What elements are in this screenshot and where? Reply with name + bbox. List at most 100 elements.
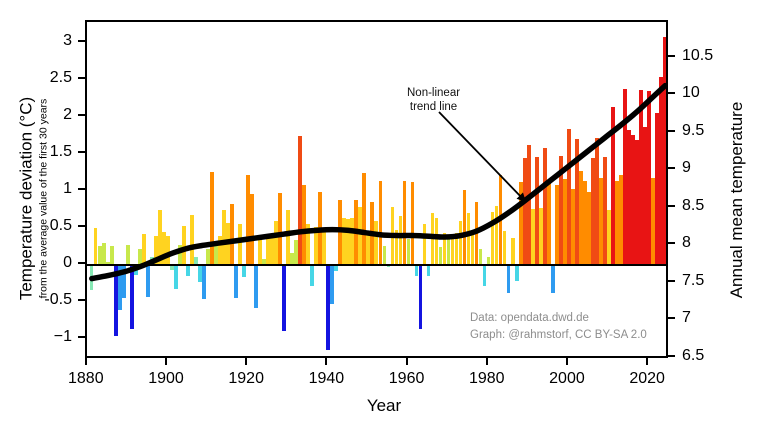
bar-2007 bbox=[595, 138, 599, 266]
y-label-right-10: 10 bbox=[682, 84, 700, 102]
bar-1968 bbox=[438, 246, 443, 266]
bar-1994 bbox=[542, 147, 547, 266]
bar-1969 bbox=[442, 232, 447, 266]
bar-2015 bbox=[627, 130, 631, 266]
bar-1925 bbox=[266, 235, 270, 266]
bar-1999 bbox=[562, 179, 567, 266]
bar-2011 bbox=[611, 107, 615, 266]
x-tick-1980 bbox=[485, 358, 488, 365]
bar-1967 bbox=[434, 217, 439, 266]
plot-area bbox=[85, 20, 668, 358]
bar-1986 bbox=[510, 237, 515, 266]
y-axis-right-ticks: 6.5 7 7.5 8 8.5 9 9.5 10 10.5 bbox=[668, 0, 726, 432]
bar-1962 bbox=[414, 265, 419, 276]
y-axis-right-title: Annual mean temperature bbox=[727, 101, 746, 299]
bar-1973 bbox=[458, 221, 463, 266]
y-label-left--0.5: -0.5 bbox=[44, 291, 72, 309]
bar-1945 bbox=[346, 219, 351, 266]
y-tick-left-3 bbox=[78, 39, 85, 42]
bar-1934 bbox=[302, 185, 306, 266]
y-label-right-8: 8 bbox=[682, 234, 691, 252]
bar-1897 bbox=[153, 235, 158, 266]
bar-1931 bbox=[290, 253, 294, 266]
bar-1952 bbox=[374, 220, 379, 266]
bar-1933 bbox=[298, 136, 302, 266]
bar-1987 bbox=[514, 265, 519, 281]
x-label-1920: 1920 bbox=[228, 370, 264, 387]
bar-2019 bbox=[643, 127, 647, 266]
bar-1961 bbox=[410, 182, 415, 266]
bar-1975 bbox=[466, 213, 471, 266]
bar-1980 bbox=[486, 257, 491, 266]
y-tick-right-6.5 bbox=[668, 355, 675, 357]
y-label-left-1.5: 1.5 bbox=[49, 142, 72, 160]
bar-2023 bbox=[659, 77, 663, 266]
trend-line-layer bbox=[87, 22, 666, 356]
x-tick-1920 bbox=[245, 358, 248, 365]
y-axis-left-title-main: Temperature deviation (°C) bbox=[16, 96, 36, 301]
y-label-left-−1: −1 bbox=[53, 328, 72, 346]
bar-2012 bbox=[615, 181, 619, 266]
bar-2003 bbox=[578, 170, 583, 266]
bar-1927 bbox=[274, 220, 278, 266]
y-label-right-6.5: 6.5 bbox=[682, 347, 705, 364]
bar-1982 bbox=[494, 205, 499, 266]
trend-line-svg bbox=[89, 82, 666, 282]
x-tick-1900 bbox=[164, 358, 167, 365]
bar-2006 bbox=[591, 157, 595, 266]
bar-1898 bbox=[157, 209, 162, 266]
bar-1970 bbox=[446, 237, 451, 266]
y-label-left-0.5: 0.5 bbox=[49, 217, 72, 235]
bar-1905 bbox=[186, 265, 190, 276]
y-tick-left-−1 bbox=[78, 336, 85, 339]
bar-1957 bbox=[394, 230, 399, 266]
trend-line-annotation: Non-linear trend line bbox=[407, 86, 460, 115]
bar-1891 bbox=[129, 265, 134, 330]
bar-1944 bbox=[342, 217, 347, 266]
annotation-line-2: trend line bbox=[409, 101, 458, 114]
x-axis-title: Year bbox=[366, 396, 402, 415]
bar-1912 bbox=[214, 244, 218, 266]
bar-1885 bbox=[105, 261, 110, 266]
bar-1884 bbox=[101, 242, 106, 266]
bar-1976 bbox=[470, 230, 475, 266]
bar-1991 bbox=[530, 208, 535, 266]
bar-1886 bbox=[109, 245, 114, 266]
y-tick-right-8 bbox=[668, 242, 675, 245]
bar-1920 bbox=[246, 175, 250, 266]
y-tick-right-10 bbox=[668, 92, 675, 95]
bar-1940 bbox=[326, 265, 331, 350]
bar-1902 bbox=[174, 265, 178, 289]
bar-1996 bbox=[550, 265, 555, 294]
bar-1993 bbox=[538, 208, 543, 266]
y-tick-left-1 bbox=[78, 188, 85, 190]
bar-1971 bbox=[450, 236, 455, 266]
x-label-1960: 1960 bbox=[388, 370, 425, 387]
bar-1917 bbox=[234, 265, 238, 298]
y-tick-right-7 bbox=[668, 317, 675, 320]
bar-1979 bbox=[482, 265, 487, 286]
bar-1899 bbox=[161, 231, 166, 266]
y-tick-left-2.5 bbox=[78, 76, 85, 79]
bar-1913 bbox=[218, 235, 222, 266]
bar-1936 bbox=[310, 265, 315, 286]
y-tick-left-0 bbox=[78, 262, 85, 265]
bar-1939 bbox=[322, 229, 327, 266]
bar-1998 bbox=[558, 156, 563, 266]
bar-1992 bbox=[534, 156, 539, 266]
trend-line-path bbox=[89, 82, 666, 282]
bar-1924 bbox=[262, 258, 266, 266]
y-label-right-10.5: 10.5 bbox=[682, 46, 714, 64]
bar-1909 bbox=[202, 265, 206, 299]
bar-1995 bbox=[546, 182, 551, 266]
y-label-left-0: 0 bbox=[63, 254, 72, 272]
x-tick-2000 bbox=[565, 358, 568, 365]
bar-1942 bbox=[334, 265, 339, 272]
bar-1937 bbox=[314, 226, 319, 266]
bar-1916 bbox=[230, 204, 234, 266]
bar-2020 bbox=[647, 90, 651, 266]
bar-2005 bbox=[587, 192, 591, 266]
bar-1997 bbox=[554, 185, 559, 266]
y-axis-left-title-sub: from the average value of the first 30 y… bbox=[37, 98, 50, 299]
